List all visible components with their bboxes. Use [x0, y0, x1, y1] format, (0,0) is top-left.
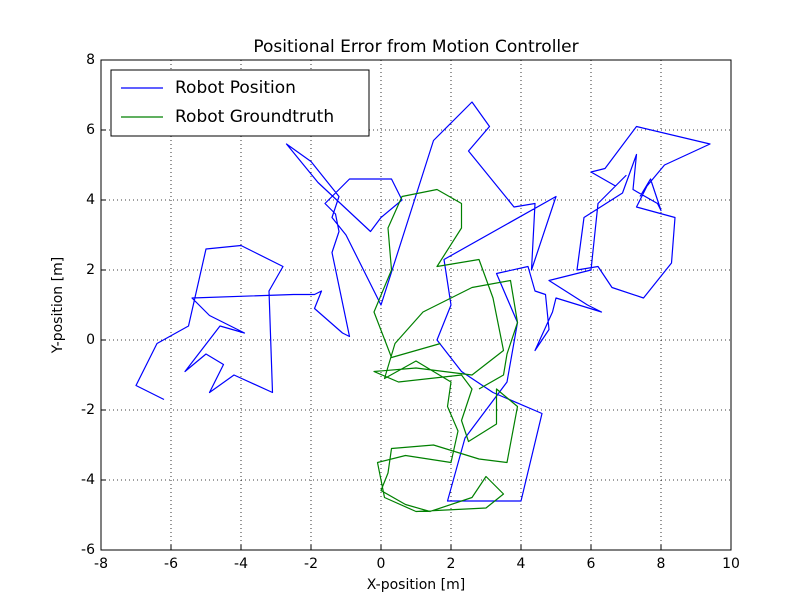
y-tick-label: 6: [86, 122, 95, 138]
y-tick-label: 8: [86, 52, 95, 68]
y-tick-label: -2: [81, 402, 95, 418]
x-tick-label: -6: [164, 556, 178, 572]
y-tick-label: 4: [86, 192, 95, 208]
legend-box: [110, 69, 370, 137]
y-tick-label: -4: [81, 472, 95, 488]
legend-label: Robot Groundtruth: [175, 107, 334, 127]
y-tick-label: 2: [86, 262, 95, 278]
y-tick-label: 0: [86, 332, 95, 348]
legend-label: Robot Position: [175, 78, 296, 98]
x-tick-label: 2: [447, 556, 456, 572]
x-tick-label: -4: [234, 556, 248, 572]
x-tick-label: 6: [587, 556, 596, 572]
x-axis-label: X-position [m]: [367, 577, 465, 593]
x-tick-label: 4: [517, 556, 526, 572]
x-tick-label: 8: [657, 556, 666, 572]
series-line: [135, 101, 711, 502]
series-line: [373, 188, 519, 513]
y-axis-label: Y-position [m]: [50, 257, 66, 354]
y-tick-label: -6: [81, 542, 95, 558]
x-tick-label: -8: [94, 556, 108, 572]
chart-title: Positional Error from Motion Controller: [253, 37, 578, 57]
x-tick-label: -2: [304, 556, 318, 572]
x-tick-label: 0: [377, 556, 386, 572]
plot-frame: [100, 59, 732, 551]
x-tick-label: 10: [722, 556, 740, 572]
